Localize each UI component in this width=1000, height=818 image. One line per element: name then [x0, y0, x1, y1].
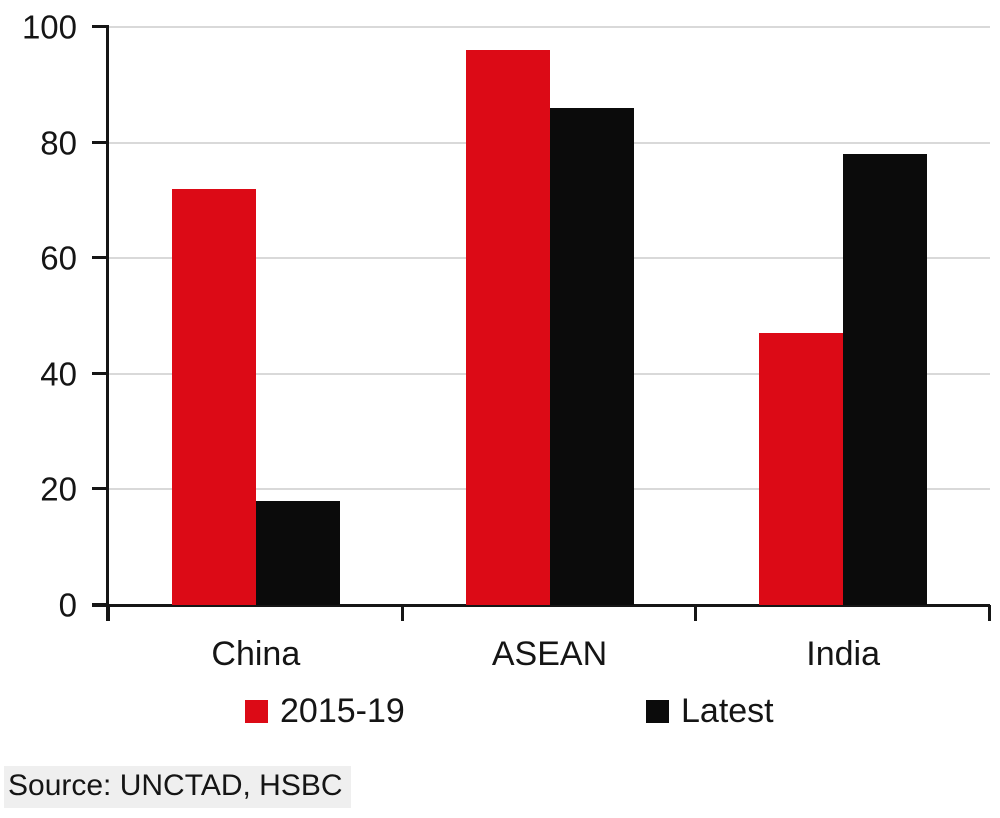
y-tick-20 — [92, 487, 109, 491]
plot-area: 0 20 40 60 80 100 China ASEAN India — [22, 11, 991, 671]
legend-swatch-red — [245, 699, 268, 723]
y-tick-80 — [92, 140, 109, 144]
x-axis-label-india: India — [806, 635, 881, 673]
legend-label: Latest — [681, 692, 774, 730]
x-axis-label-china: China — [211, 635, 301, 673]
y-axis-label-100: 100 — [21, 8, 77, 46]
y-tick-0 — [92, 603, 109, 606]
legend-swatch-black — [646, 699, 669, 723]
bar-china-latest — [255, 500, 340, 605]
x-tick-1 — [400, 605, 404, 621]
bar-india-latest — [843, 154, 928, 605]
y-axis-label-40: 40 — [40, 355, 77, 393]
y-axis-label-0: 0 — [58, 586, 77, 624]
legend-label: 2015-19 — [280, 692, 405, 730]
y-tick-60 — [92, 256, 109, 260]
bar-asean-2015-19 — [465, 50, 550, 605]
x-axis-label-asean: ASEAN — [491, 635, 608, 673]
legend-item-latest: Latest — [646, 694, 774, 728]
y-axis-line — [106, 26, 109, 621]
legend-item-2015-19: 2015-19 — [245, 694, 405, 728]
y-tick-40 — [92, 371, 109, 375]
bar-asean-latest — [549, 107, 634, 605]
bar-china-2015-19 — [171, 188, 256, 605]
x-tick-3 — [988, 605, 991, 621]
y-axis-label-20: 20 — [40, 470, 77, 508]
x-axis-line — [92, 604, 990, 607]
y-axis-label-80: 80 — [40, 124, 77, 162]
bar-india-2015-19 — [759, 333, 844, 605]
y-axis-label-60: 60 — [40, 239, 77, 277]
gridline-100 — [109, 26, 990, 28]
source-note: Source: UNCTAD, HSBC — [4, 766, 351, 808]
x-tick-2 — [694, 605, 698, 621]
y-tick-100 — [92, 25, 109, 28]
x-tick-0 — [107, 605, 110, 621]
